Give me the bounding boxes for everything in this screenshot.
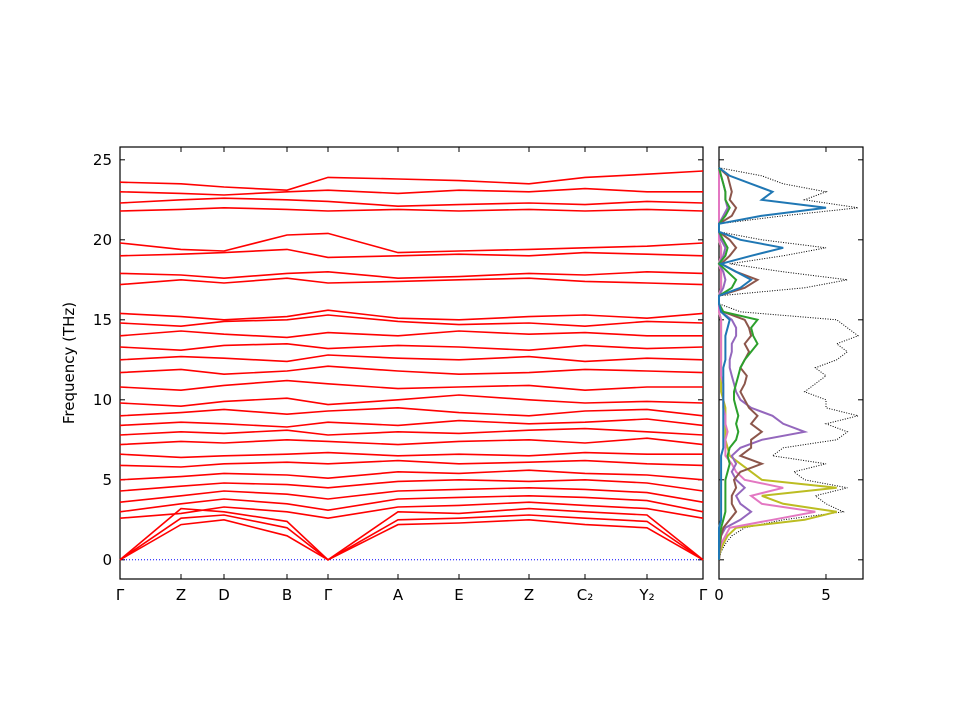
band [119,437,704,446]
partial-dos [717,167,837,560]
x-tick-label: 0 [714,586,724,604]
band [119,232,704,254]
x-tick-label: Z [524,586,534,604]
band [119,406,704,417]
band [119,501,704,520]
x-tick-label: C₂ [577,586,594,604]
x-tick-label: E [454,586,463,604]
partial-dos [718,166,827,560]
y-tick-label: 20 [93,231,112,249]
band [119,518,704,561]
band [119,494,704,513]
x-tick-label: Γ [324,586,333,604]
y-tick-label: 15 [93,311,112,329]
plot-frame [119,146,704,580]
x-tick-label: Y₂ [638,586,654,604]
band [119,277,704,286]
band [119,427,704,436]
x-tick-label: A [393,586,404,604]
band [119,270,704,280]
total-dos [718,167,860,560]
plot-frame [718,146,864,580]
band [119,486,704,503]
band [119,170,704,192]
x-tick-label: Γ [699,586,708,604]
band [119,354,704,363]
band [119,197,704,208]
x-tick-label: B [282,586,292,604]
band [119,394,704,408]
band [119,478,704,492]
band [119,418,704,428]
band [119,342,704,352]
x-tick-label: D [218,586,230,604]
partial-dos [717,167,816,560]
y-tick-label: 25 [93,151,112,169]
band [119,514,704,561]
band [119,187,703,196]
band [119,309,704,321]
band [119,507,704,561]
x-tick-label: Γ [116,586,125,604]
band [119,469,704,481]
y-axis-label: Frequency (THz) [60,302,78,424]
band [119,330,703,339]
x-tick-label: 5 [821,586,831,604]
y-tick-label: 5 [102,471,112,489]
band [119,459,704,468]
band [119,451,703,459]
band [119,206,704,212]
y-tick-label: 10 [93,391,112,409]
band [119,379,703,392]
band [119,248,704,259]
y-tick-label: 0 [102,551,112,569]
band [119,314,704,328]
x-tick-label: Z [176,586,186,604]
band [119,365,704,376]
